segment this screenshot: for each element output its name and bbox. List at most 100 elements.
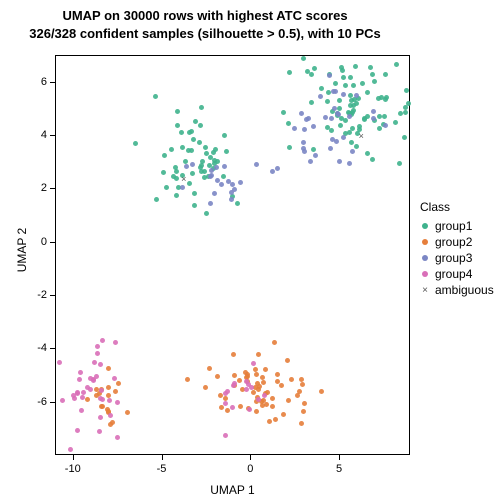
data-point <box>110 420 115 425</box>
data-point <box>257 384 262 389</box>
data-point <box>221 174 226 179</box>
data-point <box>341 92 346 97</box>
data-point <box>199 105 204 110</box>
x-tick <box>339 455 340 460</box>
data-point <box>212 191 217 196</box>
data-point <box>223 396 228 401</box>
data-point <box>57 360 62 365</box>
data-point <box>311 147 316 152</box>
data-point <box>256 352 261 357</box>
y-tick-label: 0 <box>27 236 47 248</box>
data-point <box>383 72 388 77</box>
data-point <box>281 110 286 115</box>
data-point <box>174 176 179 181</box>
data-point <box>338 123 343 128</box>
data-point <box>347 114 352 119</box>
data-point <box>272 340 277 345</box>
data-point <box>251 361 256 366</box>
data-point <box>204 151 209 156</box>
y-tick <box>50 82 55 83</box>
data-point <box>267 419 272 424</box>
data-point <box>350 149 355 154</box>
data-point <box>319 389 324 394</box>
data-point <box>231 352 236 357</box>
ambiguous-point: × <box>357 132 365 140</box>
data-point <box>341 75 346 80</box>
data-point <box>164 185 169 190</box>
data-point <box>95 344 100 349</box>
legend-item: group2 <box>420 234 494 250</box>
data-point <box>377 114 382 119</box>
data-point <box>383 123 388 128</box>
data-point <box>232 373 237 378</box>
data-point <box>319 86 324 91</box>
data-point <box>175 109 180 114</box>
data-point <box>99 388 104 393</box>
data-point <box>68 447 73 452</box>
y-tick <box>50 188 55 189</box>
data-point <box>174 193 179 198</box>
data-point <box>263 367 268 372</box>
data-point <box>77 377 82 382</box>
data-point <box>341 135 346 140</box>
dot-icon <box>420 221 430 231</box>
data-point <box>98 415 103 420</box>
data-point <box>311 124 316 129</box>
data-point <box>192 203 197 208</box>
data-point <box>372 79 377 84</box>
data-point <box>108 413 113 418</box>
data-point <box>347 130 352 135</box>
data-point <box>351 108 356 113</box>
data-point <box>185 377 190 382</box>
data-point <box>60 398 65 403</box>
data-point <box>184 164 189 169</box>
data-point <box>302 149 307 154</box>
data-point <box>232 187 237 192</box>
y-tick <box>50 135 55 136</box>
data-point <box>190 171 195 176</box>
cross-icon: × <box>420 285 430 295</box>
data-point <box>312 66 317 71</box>
y-tick <box>50 242 55 243</box>
data-point <box>113 340 118 345</box>
data-point <box>106 366 111 371</box>
data-point <box>308 159 313 164</box>
data-point <box>299 111 304 116</box>
data-point <box>402 135 407 140</box>
x-tick <box>73 455 74 460</box>
data-point <box>226 179 231 184</box>
data-point <box>313 153 318 158</box>
data-point <box>275 372 280 377</box>
data-point <box>112 376 117 381</box>
data-point <box>75 390 80 395</box>
data-point <box>107 398 112 403</box>
data-point <box>333 81 338 86</box>
data-point <box>224 149 229 154</box>
data-point <box>337 98 342 103</box>
data-point <box>98 396 103 401</box>
data-point <box>162 153 167 158</box>
data-point <box>404 88 409 93</box>
ambiguous-point: × <box>180 175 188 183</box>
data-point <box>79 408 84 413</box>
data-point <box>225 389 230 394</box>
legend-title: Class <box>420 200 494 214</box>
data-point <box>203 145 208 150</box>
x-tick-label: -5 <box>157 463 167 475</box>
data-point <box>246 382 251 387</box>
data-point <box>336 112 341 117</box>
data-point <box>116 381 121 386</box>
dot-icon <box>420 237 430 247</box>
data-point <box>393 120 398 125</box>
legend-label: group3 <box>435 251 472 265</box>
legend-label: group4 <box>435 267 472 281</box>
y-tick <box>50 402 55 403</box>
data-point <box>113 389 118 394</box>
data-point <box>348 75 353 80</box>
legend-label: group2 <box>435 235 472 249</box>
data-point <box>403 110 408 115</box>
data-point <box>197 140 202 145</box>
data-point <box>287 70 292 75</box>
data-point <box>299 377 304 382</box>
data-point <box>192 191 197 196</box>
